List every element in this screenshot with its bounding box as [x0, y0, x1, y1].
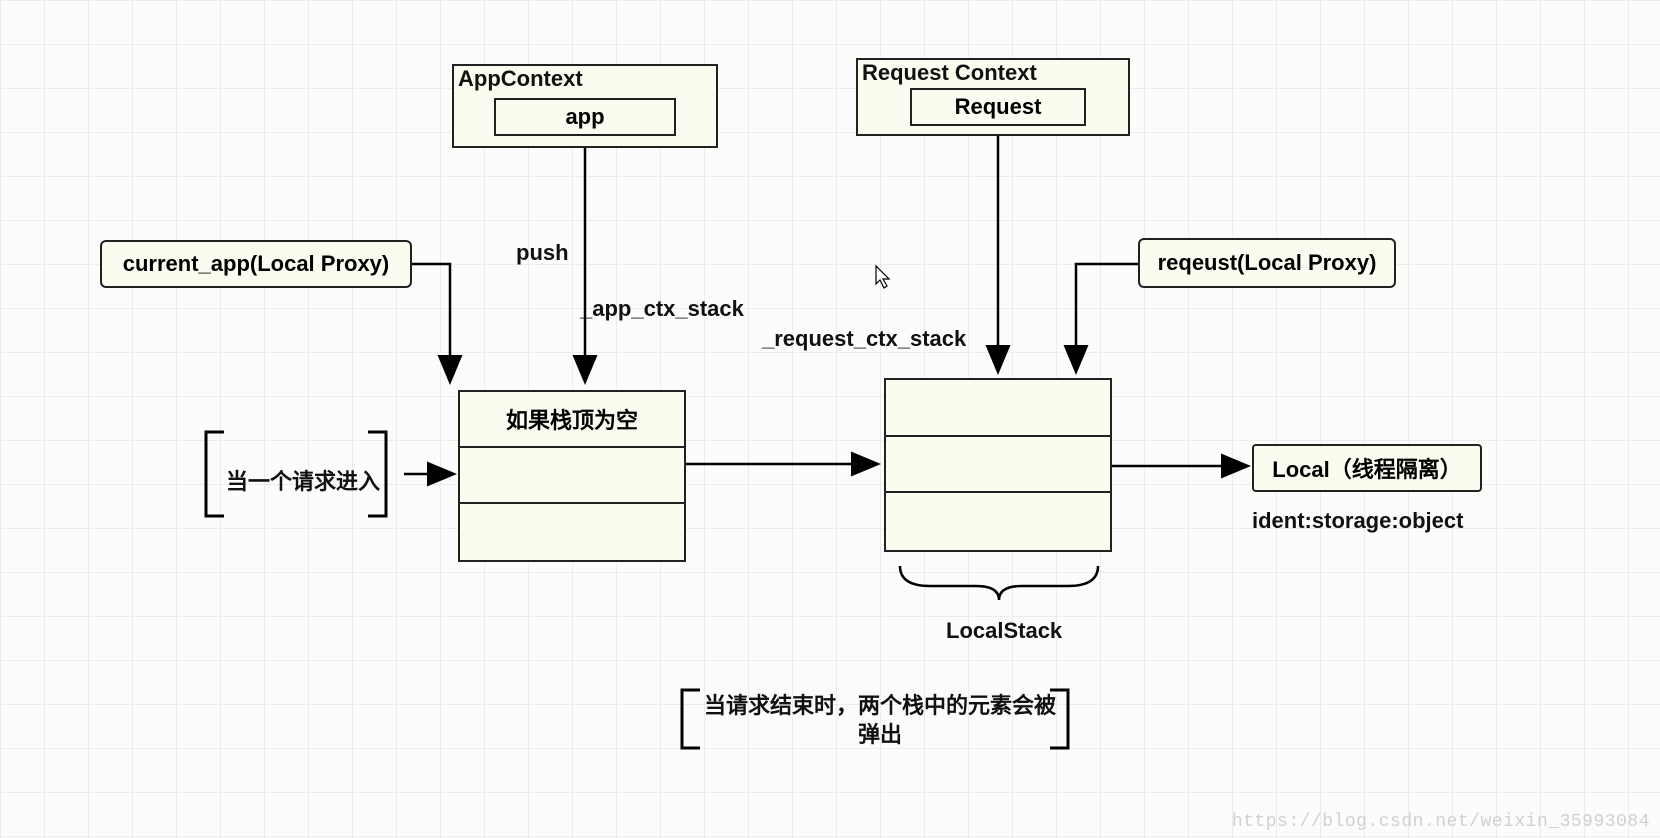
watermark-text: https://blog.csdn.net/weixin_35993084 — [1232, 812, 1650, 832]
left-bracket-open — [206, 432, 224, 516]
currentapp-label: current_app(Local Proxy) — [123, 251, 390, 277]
localstack-label: LocalStack — [946, 618, 1062, 644]
request-ctx-stack-label: _request_ctx_stack — [762, 326, 966, 352]
request-end-line1: 当请求结束时，两个栈中的元素会被 — [704, 693, 1056, 718]
curly-brace — [900, 566, 1098, 600]
stack-left: 如果栈顶为空 — [458, 390, 686, 562]
requestproxy-box: reqeust(Local Proxy) — [1138, 238, 1396, 288]
local-label: Local（线程隔离） — [1272, 452, 1461, 484]
requestcontext-inner-label: Request — [955, 94, 1042, 120]
arrow-currentapp-down — [412, 264, 450, 380]
push-label: push — [516, 240, 569, 266]
appcontext-title: AppContext — [458, 66, 583, 92]
appcontext-inner-box: app — [494, 98, 676, 136]
stack-left-row-0: 如果栈顶为空 — [460, 392, 684, 448]
arrow-reqproxy-down — [1076, 264, 1138, 370]
request-in-label: 当一个请求进入 — [226, 464, 380, 496]
diagram-canvas: AppContext app Request Context Request c… — [0, 0, 1660, 838]
stack-left-row-1 — [460, 448, 684, 504]
stack-right-row-2 — [886, 493, 1110, 550]
cursor-icon — [876, 266, 889, 288]
stack-right-row-0 — [886, 380, 1110, 437]
appcontext-inner-label: app — [565, 104, 604, 130]
local-box: Local（线程隔离） — [1252, 444, 1482, 492]
app-ctx-stack-label: _app_ctx_stack — [580, 296, 744, 322]
requestcontext-inner-box: Request — [910, 88, 1086, 126]
request-end-line2: 弹出 — [858, 722, 902, 747]
requestproxy-label: reqeust(Local Proxy) — [1158, 250, 1377, 276]
request-end-label: 当请求结束时，两个栈中的元素会被 弹出 — [700, 692, 1060, 749]
currentapp-box: current_app(Local Proxy) — [100, 240, 412, 288]
stack-left-row-2 — [460, 504, 684, 560]
stack-right — [884, 378, 1112, 552]
bottom-bracket-open — [682, 690, 700, 748]
stack-right-row-1 — [886, 437, 1110, 494]
requestcontext-title: Request Context — [862, 60, 1037, 86]
ident-storage-label: ident:storage:object — [1252, 508, 1463, 534]
